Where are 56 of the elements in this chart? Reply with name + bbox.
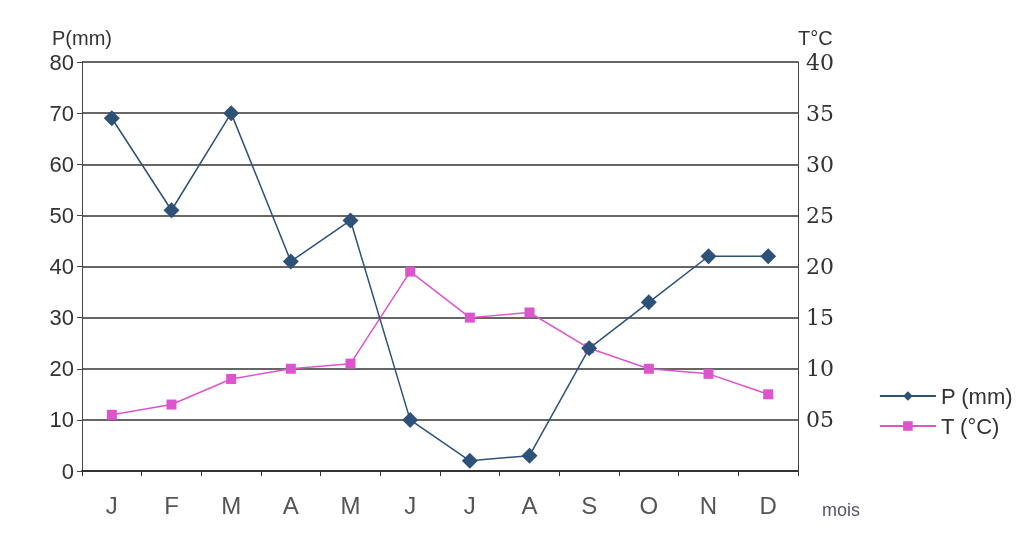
x-tick-label: J xyxy=(404,491,417,519)
y2-axis-title: T°C xyxy=(798,27,833,49)
point xyxy=(166,399,177,410)
point xyxy=(461,452,478,469)
y-tick-label: 20 xyxy=(49,356,74,382)
x-tick-label: N xyxy=(699,491,718,519)
legend-label: T (°C) xyxy=(940,413,1000,439)
x-axis-title: mois xyxy=(822,500,861,520)
y-tick-label: 50 xyxy=(49,202,74,228)
point xyxy=(106,409,117,420)
y-tick-label: 80 xyxy=(49,49,74,75)
point xyxy=(521,447,538,464)
point xyxy=(640,294,657,311)
point xyxy=(163,202,180,219)
point xyxy=(345,358,356,369)
x-tick-label: A xyxy=(282,491,299,519)
y2-tick-label: 10 xyxy=(806,356,834,382)
point xyxy=(703,368,714,379)
y-tick-label: 60 xyxy=(49,151,74,177)
y2-tick-label: 20 xyxy=(806,254,834,279)
y2-tick-label: 25 xyxy=(806,202,834,228)
x-tick-label: A xyxy=(521,491,538,519)
x-tick-label: S xyxy=(581,491,598,519)
point xyxy=(282,253,299,270)
y-tick-label: 40 xyxy=(49,254,74,279)
y2-tick-label: 40 xyxy=(806,49,834,75)
y-axis-title: P(mm) xyxy=(52,27,112,49)
point xyxy=(760,248,777,265)
point xyxy=(643,363,654,374)
y2-tick-label: 15 xyxy=(806,305,834,331)
point xyxy=(763,389,774,400)
y-tick-label: 70 xyxy=(49,100,74,126)
point xyxy=(700,248,717,265)
x-tick-label: M xyxy=(221,491,242,519)
x-tick-label: M xyxy=(340,491,361,519)
point xyxy=(402,411,419,428)
point xyxy=(464,312,475,323)
point xyxy=(524,307,535,318)
x-tick-label: D xyxy=(759,491,777,519)
y2-tick-label: 35 xyxy=(806,100,834,126)
point xyxy=(405,266,416,277)
point xyxy=(103,110,120,127)
x-tick-label: J xyxy=(105,491,118,519)
point xyxy=(223,105,240,122)
y2-tick-label: 05 xyxy=(806,407,834,433)
point xyxy=(226,373,237,384)
x-tick-label: O xyxy=(639,491,659,519)
x-tick-label: J xyxy=(463,491,476,519)
y-tick-label: 0 xyxy=(61,458,74,484)
legend-label: P (mm) xyxy=(940,383,1013,409)
y-tick-label: 30 xyxy=(49,305,74,331)
x-tick-label: F xyxy=(164,491,179,519)
y2-tick-label: 30 xyxy=(806,151,834,177)
point xyxy=(342,212,359,229)
point xyxy=(285,363,296,374)
y-tick-label: 10 xyxy=(49,407,74,433)
